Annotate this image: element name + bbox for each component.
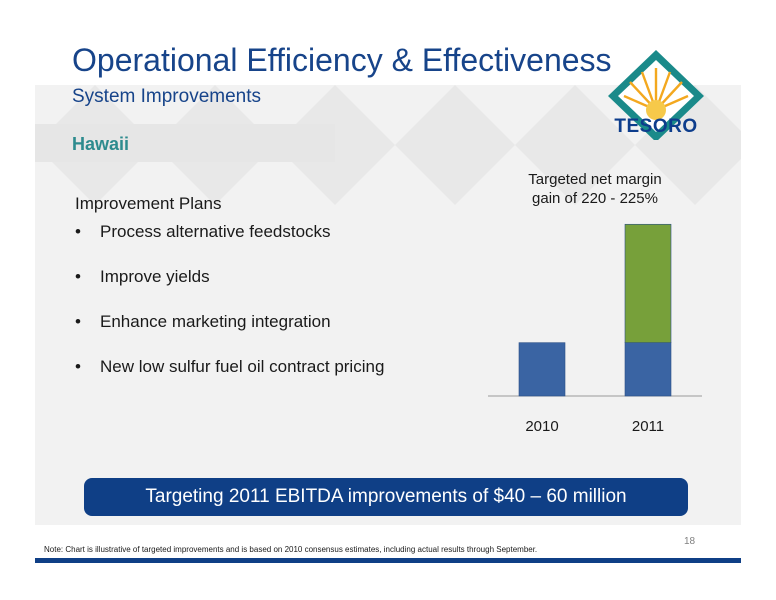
margin-bar-chart: 2010 2011 [488, 223, 702, 435]
plans-list: • Process alternative feedstocks • Improve… [75, 222, 384, 402]
plans-heading: Improvement Plans [75, 194, 222, 213]
bar-2011-series-1 [624, 342, 672, 397]
bullet-icon: • [75, 267, 81, 286]
page-title: Operational Efficiency & Effectiveness [72, 42, 612, 78]
list-item: • Process alternative feedstocks [75, 222, 384, 267]
tesoro-sun-logo-icon [608, 50, 704, 140]
list-item-text: Improve yields [100, 267, 210, 286]
footnote: Note: Chart is illustrative of targeted … [44, 545, 538, 554]
bullet-icon: • [75, 357, 81, 376]
chart-annotation-line: gain of 220 - 225% [532, 190, 658, 207]
bullet-icon: • [75, 222, 81, 241]
list-item: • Enhance marketing integration [75, 312, 384, 357]
ebitda-banner: Targeting 2011 EBITDA improvements of $4… [84, 478, 688, 516]
page-number: 18 [684, 536, 696, 547]
bullet-icon: • [75, 312, 81, 331]
list-item-text: Process alternative feedstocks [100, 222, 331, 241]
chart-annotation: Targeted net margin gain of 220 - 225% [510, 170, 680, 208]
list-item-text: New low sulfur fuel oil contract pricing [100, 357, 385, 376]
slide-background [35, 85, 741, 525]
footer-rule [35, 558, 741, 563]
x-tick-label: 2011 [632, 418, 664, 435]
list-item: • Improve yields [75, 267, 384, 312]
chart-annotation-line: Targeted net margin [528, 171, 662, 188]
x-tick-label: 2010 [525, 418, 558, 435]
list-item: • New low sulfur fuel oil contract pricin… [75, 357, 384, 402]
list-item-text: Enhance marketing integration [100, 312, 331, 331]
bar-2011-series-2 [624, 223, 672, 343]
bar-2010-series-1 [518, 342, 566, 397]
logo-wordmark: TESORO [614, 116, 698, 137]
section-title: Hawaii [72, 134, 130, 154]
section-bar [35, 124, 335, 162]
page-subtitle: System Improvements [72, 86, 261, 107]
